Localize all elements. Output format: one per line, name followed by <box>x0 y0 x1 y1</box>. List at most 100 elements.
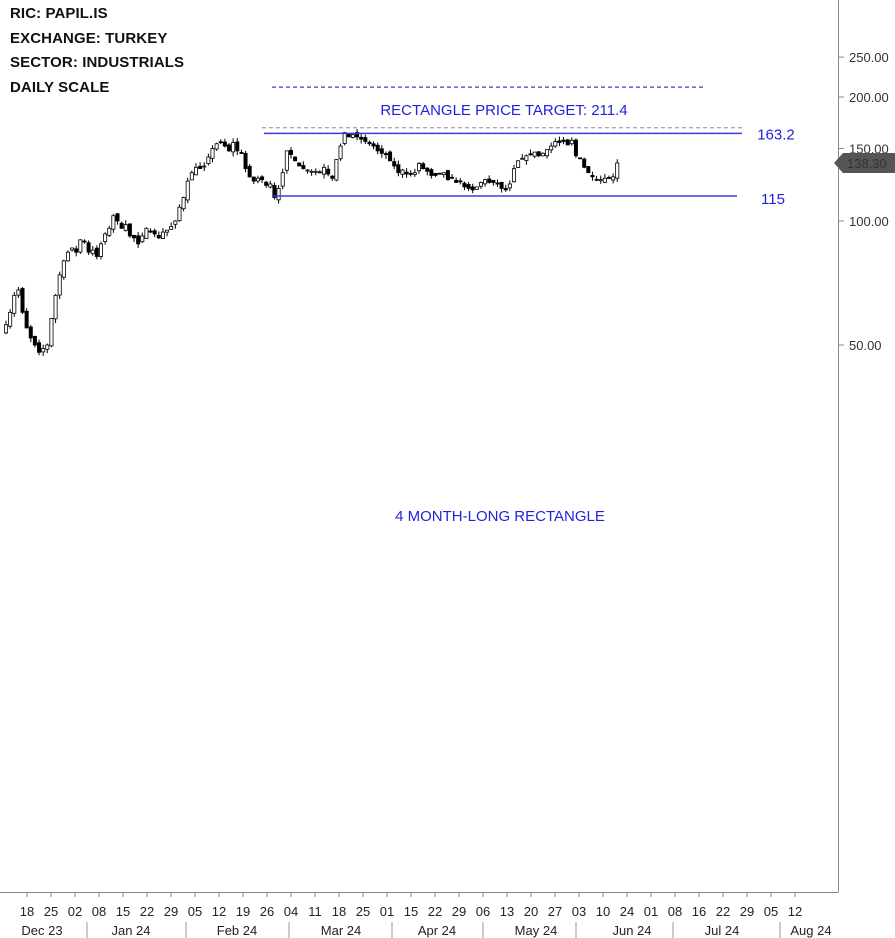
candle <box>611 173 616 184</box>
candle <box>136 231 141 248</box>
candle <box>392 157 397 170</box>
candle <box>470 183 475 194</box>
x-day-label: 20 <box>524 904 538 919</box>
x-day-label: 16 <box>692 904 706 919</box>
x-day-label: 08 <box>92 904 106 919</box>
candle <box>441 172 446 178</box>
candle <box>202 162 207 172</box>
x-day-label: 13 <box>500 904 514 919</box>
x-day-label: 04 <box>284 904 298 919</box>
candle <box>284 150 289 174</box>
candle <box>160 228 165 240</box>
candle <box>499 181 504 193</box>
candle <box>173 220 178 229</box>
x-day-label: 26 <box>260 904 274 919</box>
candle <box>429 168 434 179</box>
x-month-label: Jan 24 <box>111 923 150 938</box>
candle <box>78 239 83 254</box>
candle <box>103 232 108 245</box>
candle <box>144 227 149 239</box>
candle <box>342 132 347 146</box>
y-tick-label: 150.00 <box>849 141 889 156</box>
candle <box>193 163 198 176</box>
candle <box>181 196 186 212</box>
candle <box>280 168 285 190</box>
candle <box>169 222 174 230</box>
resistance-label: 163.2 <box>757 126 795 143</box>
x-day-label: 18 <box>20 904 34 919</box>
candle <box>239 149 244 154</box>
candle <box>301 161 306 170</box>
candle <box>214 142 219 151</box>
candle <box>115 213 120 225</box>
candle <box>82 239 87 244</box>
candle <box>367 140 372 146</box>
candle <box>582 157 587 169</box>
candle <box>532 151 537 159</box>
candle <box>268 180 273 189</box>
x-month-label: Jul 24 <box>705 923 740 938</box>
x-day-label: 06 <box>476 904 490 919</box>
pattern-label: 4 MONTH-LONG RECTANGLE <box>395 508 605 525</box>
candle <box>458 178 463 185</box>
candle <box>37 339 42 356</box>
candle <box>602 173 607 184</box>
candle <box>4 320 9 335</box>
x-day-label: 15 <box>116 904 130 919</box>
x-day-label: 27 <box>548 904 562 919</box>
candle <box>334 159 339 182</box>
candle <box>330 175 335 181</box>
x-day-label: 10 <box>596 904 610 919</box>
candle <box>363 134 368 145</box>
y-tick-label: 50.00 <box>849 338 882 353</box>
candle <box>520 154 525 160</box>
candle <box>119 221 124 229</box>
price-target-label: RECTANGLE PRICE TARGET: 211.4 <box>380 102 627 119</box>
x-month-label: Mar 24 <box>321 923 361 938</box>
x-day-label: 19 <box>236 904 250 919</box>
x-month-label: Dec 23 <box>21 923 62 938</box>
candle <box>127 223 132 238</box>
candle <box>98 241 103 260</box>
x-day-label: 12 <box>212 904 226 919</box>
candle <box>313 168 318 176</box>
candle <box>152 228 157 238</box>
candle <box>111 213 116 233</box>
x-month-label: May 24 <box>515 923 558 938</box>
candle <box>326 165 331 177</box>
x-day-label: 08 <box>668 904 682 919</box>
candle <box>416 162 421 174</box>
candle <box>255 175 260 184</box>
x-day-label: 01 <box>644 904 658 919</box>
candle <box>20 287 25 315</box>
x-day-label: 29 <box>452 904 466 919</box>
scale-label: DAILY SCALE <box>10 78 110 96</box>
candle <box>615 159 620 182</box>
x-month-label: Apr 24 <box>418 923 456 938</box>
x-day-label: 05 <box>188 904 202 919</box>
candle <box>400 168 405 178</box>
candle <box>165 229 170 237</box>
candle <box>185 177 190 204</box>
candle <box>210 145 215 163</box>
candle <box>359 133 364 144</box>
candle <box>206 153 211 166</box>
candle <box>478 181 483 189</box>
candle <box>450 174 455 180</box>
candle <box>94 245 99 260</box>
candle <box>49 317 54 348</box>
candle <box>260 175 265 184</box>
y-tick-label: 100.00 <box>849 214 889 229</box>
candle <box>251 176 256 185</box>
candle <box>297 162 302 167</box>
candle <box>264 180 269 188</box>
candle <box>61 259 66 280</box>
candle <box>483 178 488 187</box>
candle <box>53 294 58 324</box>
x-day-label: 03 <box>572 904 586 919</box>
candle <box>148 228 153 234</box>
candle <box>540 152 545 157</box>
candle <box>408 170 413 177</box>
